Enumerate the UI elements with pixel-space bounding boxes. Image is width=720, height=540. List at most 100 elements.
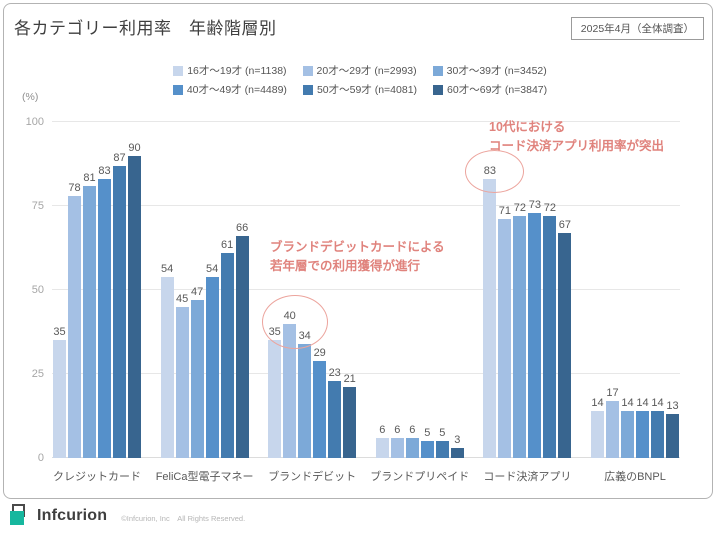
bar-value-label: 14	[636, 396, 649, 409]
annotation-code-pay: 10代における コード決済アプリ利用率が突出	[489, 120, 665, 153]
bar-value-label: 72	[543, 202, 556, 215]
bar: 83	[483, 165, 497, 458]
bar: 35	[53, 326, 66, 458]
bar: 54	[205, 263, 219, 458]
legend-item: 50才～59才 (n=4081)	[302, 82, 418, 97]
legend-row: 40才～49才 (n=4489) 50才～59才 (n=4081) 60才～69才 …	[172, 82, 547, 97]
bar-group: 35 40 34 29 23 21 ブランドデビット	[268, 122, 357, 483]
y-axis-tick-label: 50	[31, 284, 44, 296]
page-title: 各カテゴリー利用率 年齢階層別	[14, 19, 277, 38]
bar: 87	[113, 152, 126, 458]
bar: 72	[513, 202, 527, 458]
legend-item: 20才～29才 (n=2993)	[302, 63, 417, 78]
highlight-circle-code-pay	[465, 150, 524, 193]
bar: 47	[190, 286, 204, 458]
bar-value-label: 87	[113, 151, 126, 164]
bar-group: 6 6 6 5 5 3 ブランドプリペイド	[370, 122, 469, 483]
y-axis-tick-label: 25	[31, 368, 44, 380]
legend-label: 60才～69才 (n=3847)	[447, 84, 548, 96]
bar: 14	[650, 397, 664, 458]
footer: Infcurion ©Infcurion, Inc All Rights Res…	[10, 504, 245, 527]
x-axis-category-label: FeliCa型電子マネー	[155, 471, 254, 483]
bar-value-label: 6	[394, 423, 401, 436]
legend-swatch-icon	[432, 65, 443, 76]
bar: 54	[160, 263, 174, 458]
bar-value-label: 90	[128, 141, 141, 154]
x-axis-category-label: 広義のBNPL	[604, 471, 666, 483]
bar-group: 14 17 14 14 14 13 広義のBNPL	[590, 122, 679, 483]
bar: 90	[128, 142, 141, 458]
bar: 78	[68, 182, 81, 458]
bar-value-label: 47	[190, 286, 204, 299]
bar-value-label: 17	[606, 386, 619, 399]
bar-group: 54 45 47 54 61 66 FeliCa型電子マネー	[156, 122, 254, 483]
x-axis-category-label: コード決済アプリ	[483, 471, 572, 483]
bar-value-label: 3	[454, 433, 461, 446]
bar: 61	[220, 239, 234, 458]
legend-swatch-icon	[302, 65, 313, 76]
bar: 21	[343, 373, 357, 458]
y-axis-tick-label: 100	[25, 116, 44, 128]
gridline	[52, 457, 680, 458]
bar-value-label: 29	[313, 346, 326, 359]
legend-label: 40才～49才 (n=4489)	[186, 84, 287, 96]
gridline	[52, 205, 680, 206]
bar-value-label: 67	[558, 218, 571, 231]
date-badge: 2025年4月（全体調査）	[570, 17, 704, 40]
logo-text: Infcurion	[37, 506, 108, 524]
bar-value-label: 71	[498, 205, 511, 218]
bar-value-label: 72	[513, 202, 526, 215]
legend-label: 20才～29才 (n=2993)	[316, 65, 417, 77]
y-axis-tick-label: 75	[31, 200, 44, 212]
bar-value-label: 54	[160, 262, 174, 275]
legend-item: 30才～39才 (n=3452)	[432, 63, 547, 78]
bar: 3	[450, 434, 464, 458]
legend-row: 16才～19才 (n=1138) 20才～29才 (n=2993) 30才～39才 …	[173, 63, 547, 78]
bar: 71	[498, 205, 512, 458]
gridline	[52, 289, 680, 290]
bar-chart: 0 25 50 75 100 35 78 81 83 87 90 クレジットカード 54 45 47 54 61…	[26, 116, 680, 483]
legend-swatch-icon	[433, 84, 444, 95]
bar: 6	[405, 424, 419, 458]
x-axis-category-label: クレジットカード	[53, 471, 141, 483]
bar-value-label: 66	[235, 222, 249, 235]
bar: 23	[328, 367, 342, 458]
bar-group: 35 78 81 83 87 90 クレジットカード	[53, 122, 141, 483]
bar: 6	[375, 424, 389, 458]
bar: 73	[528, 199, 542, 458]
bar-value-label: 5	[424, 427, 431, 440]
bar: 14	[620, 397, 634, 458]
bar: 72	[543, 202, 557, 458]
bar-value-label: 6	[379, 423, 386, 436]
legend-item: 60才～69才 (n=3847)	[433, 82, 547, 97]
bar-value-label: 54	[205, 262, 219, 275]
legend-swatch-icon	[173, 65, 184, 76]
chart-legend: 16才～19才 (n=1138) 20才～29才 (n=2993) 30才～39才 …	[0, 63, 720, 97]
bar: 29	[313, 347, 327, 458]
bar-value-label: 6	[409, 423, 416, 436]
legend-label: 50才～59才 (n=4081)	[316, 84, 418, 96]
bar: 35	[268, 326, 282, 458]
bar-value-label: 14	[591, 396, 604, 409]
legend-label: 16才～19才 (n=1138)	[187, 65, 287, 77]
bar-value-label: 78	[68, 181, 81, 194]
bar: 5	[435, 427, 449, 458]
bar-groups: 35 78 81 83 87 90 クレジットカード 54 45 47 54 61 66 FeliCa型電…	[52, 122, 680, 483]
bar: 17	[605, 387, 619, 458]
bar-value-label: 73	[528, 198, 541, 211]
legend-item: 16才～19才 (n=1138)	[173, 63, 287, 78]
bar-value-label: 14	[651, 396, 664, 409]
legend-swatch-icon	[302, 84, 313, 95]
bar: 14	[635, 397, 649, 458]
bar: 34	[298, 330, 312, 458]
bar: 5	[420, 427, 434, 458]
bar: 66	[235, 222, 249, 458]
legend-label: 30才～39才 (n=3452)	[446, 65, 547, 77]
annotation-brand-debit: ブランドデビットカードによる 若年層での利用獲得が進行	[270, 240, 445, 273]
x-axis-category-label: ブランドプリペイド	[370, 471, 470, 483]
bar-value-label: 5	[439, 427, 446, 440]
legend-item: 40才～49才 (n=4489)	[172, 82, 287, 97]
y-axis-tick-label: 0	[37, 452, 44, 464]
bar-value-label: 23	[328, 366, 341, 379]
copyright-text: ©Infcurion, Inc All Rights Reserved.	[121, 514, 246, 523]
